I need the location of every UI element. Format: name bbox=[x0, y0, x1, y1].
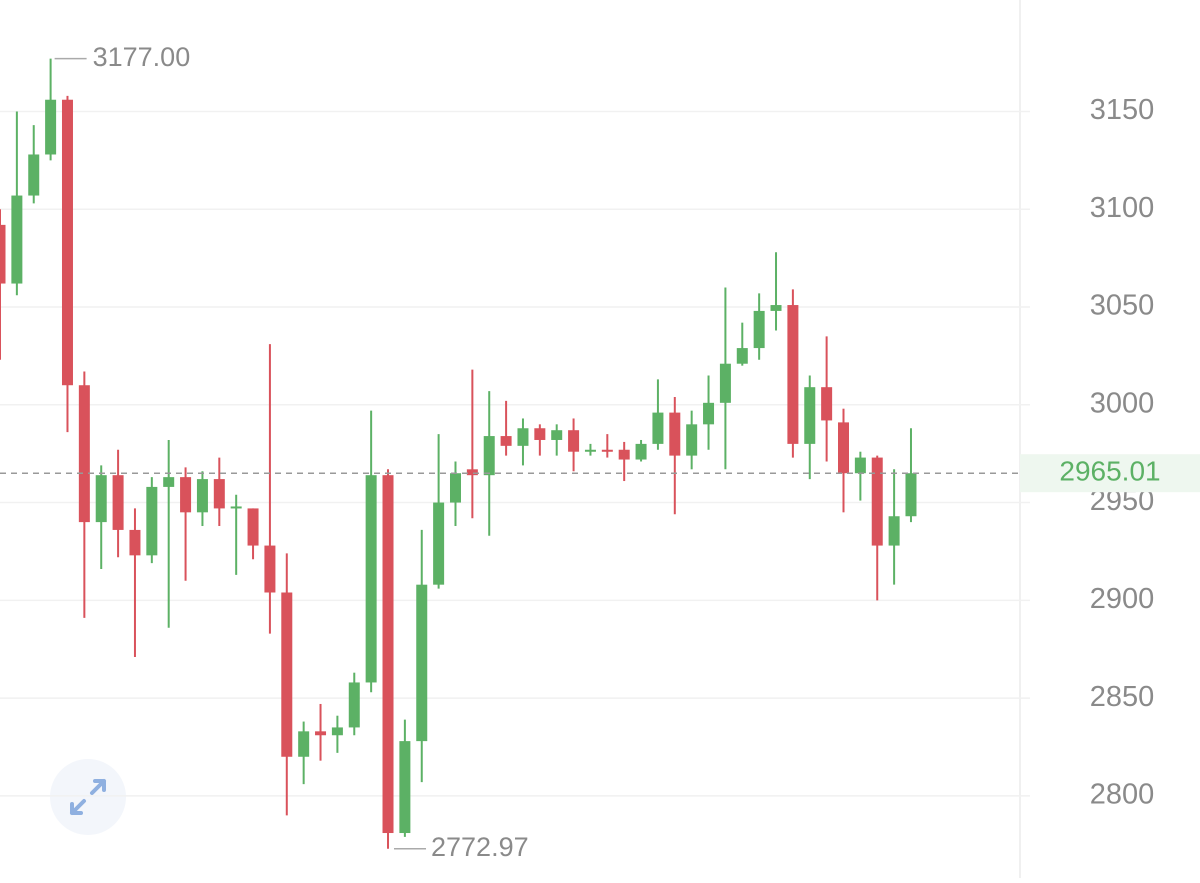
low-marker-label: 2772.97 bbox=[431, 832, 529, 862]
candle-body bbox=[45, 99, 57, 155]
candle-body bbox=[770, 305, 782, 311]
candle-body bbox=[483, 436, 495, 476]
candle-body bbox=[854, 457, 866, 474]
candle-body bbox=[28, 154, 40, 196]
candle-body bbox=[95, 475, 107, 523]
candle-body bbox=[703, 402, 715, 425]
candle-body bbox=[129, 529, 141, 556]
candle-body bbox=[331, 727, 343, 736]
candle-body bbox=[230, 506, 242, 509]
candle-body bbox=[61, 99, 73, 386]
candle-body bbox=[888, 516, 900, 546]
expand-button[interactable] bbox=[50, 759, 126, 835]
candle-body bbox=[568, 430, 580, 452]
candle-body bbox=[736, 348, 748, 364]
candle-body bbox=[264, 545, 276, 593]
candle-body bbox=[500, 436, 512, 446]
last-price-label: 2965.01 bbox=[1059, 456, 1160, 487]
candle-body bbox=[871, 457, 883, 546]
y-tick-label: 3050 bbox=[1090, 290, 1155, 322]
expand-icon[interactable] bbox=[70, 779, 106, 815]
y-tick-label: 2850 bbox=[1090, 681, 1155, 713]
candle-body bbox=[449, 473, 461, 503]
y-tick-label: 3150 bbox=[1090, 94, 1155, 126]
candle-body bbox=[146, 486, 158, 556]
candle-body bbox=[163, 477, 175, 487]
y-tick-label: 3000 bbox=[1090, 387, 1155, 419]
candle-body bbox=[348, 682, 360, 728]
candle-body bbox=[281, 592, 293, 757]
candle-body bbox=[382, 475, 394, 834]
candle-body bbox=[112, 475, 124, 530]
candle-body bbox=[399, 741, 411, 834]
candle-body bbox=[534, 428, 546, 440]
candle-body bbox=[601, 449, 613, 452]
candle-body bbox=[11, 195, 23, 284]
candle-body bbox=[247, 508, 259, 546]
y-tick-label: 3100 bbox=[1090, 192, 1155, 224]
candle-body bbox=[635, 443, 647, 460]
candle-body bbox=[905, 473, 917, 517]
candle-body bbox=[787, 305, 799, 444]
candle-body bbox=[686, 424, 698, 456]
candle-body bbox=[804, 387, 816, 444]
candle-body bbox=[0, 224, 6, 284]
candle-body bbox=[416, 584, 428, 742]
y-tick-label: 2800 bbox=[1090, 779, 1155, 811]
candle-body bbox=[298, 731, 310, 757]
candle-body bbox=[180, 477, 192, 513]
candle-body bbox=[517, 428, 529, 446]
candle-body bbox=[753, 310, 765, 349]
last-price-box bbox=[1020, 454, 1200, 493]
candle-body bbox=[196, 479, 208, 513]
y-tick-label: 2900 bbox=[1090, 583, 1155, 615]
candle-body bbox=[466, 469, 478, 476]
candle-body bbox=[315, 731, 327, 736]
candle-body bbox=[213, 479, 225, 509]
candle-body bbox=[584, 449, 596, 452]
candle-body bbox=[618, 449, 630, 460]
high-marker-label: 3177.00 bbox=[93, 42, 191, 72]
expand-bg[interactable] bbox=[50, 759, 126, 835]
candle-body bbox=[838, 422, 849, 474]
candle-body bbox=[652, 412, 664, 444]
candle-body bbox=[433, 502, 445, 585]
candle-body bbox=[78, 385, 90, 523]
candle-body bbox=[551, 430, 563, 440]
candle-body bbox=[669, 412, 681, 456]
candle-body bbox=[821, 387, 833, 421]
candle-body bbox=[719, 363, 731, 403]
candle-body bbox=[365, 475, 377, 683]
